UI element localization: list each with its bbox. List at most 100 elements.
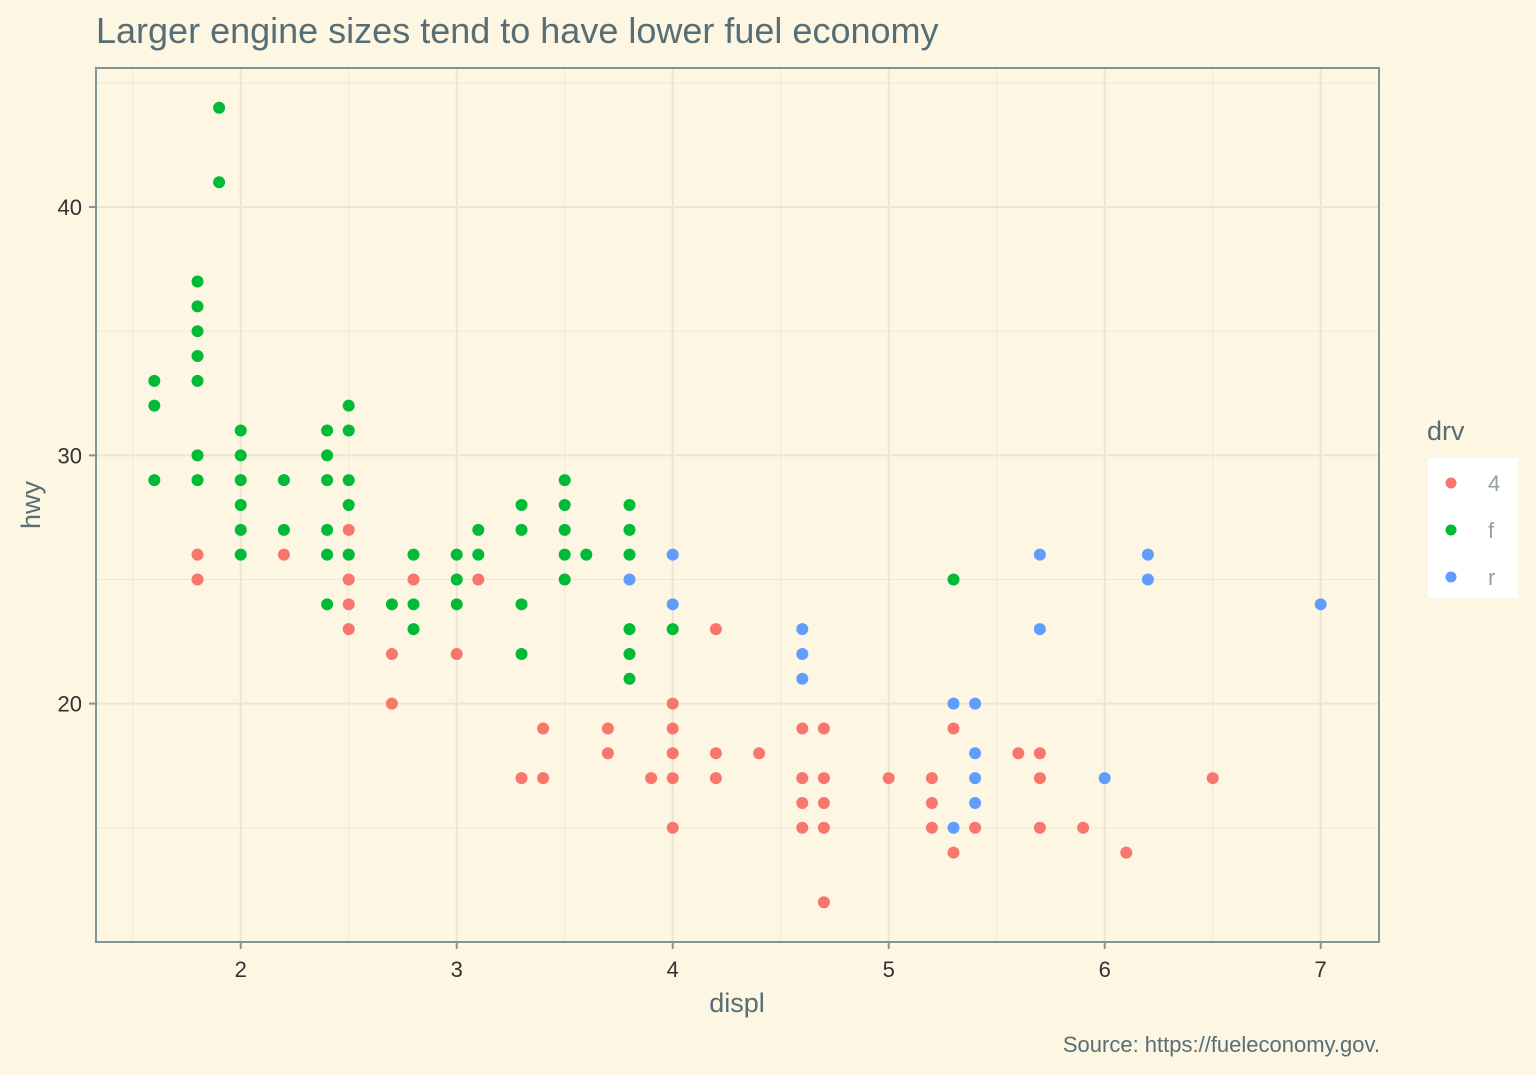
legend-key-r [1445, 571, 1457, 583]
data-point-f [623, 672, 636, 685]
data-point-f [321, 523, 334, 536]
data-point-r [947, 697, 960, 710]
legend-key-box [1428, 458, 1518, 598]
data-point-r [666, 598, 679, 611]
data-point-f [385, 598, 398, 611]
data-point-r [623, 573, 636, 586]
chart-caption: Source: https://fueleconomy.gov. [1062, 1032, 1380, 1057]
data-point-4 [342, 523, 355, 536]
data-point-f [321, 474, 334, 487]
data-point-4 [796, 722, 809, 735]
data-point-f [558, 499, 571, 511]
data-point-f [515, 523, 528, 536]
data-point-f [342, 548, 355, 561]
data-point-r [1098, 772, 1111, 785]
data-point-f [558, 523, 571, 536]
data-point-f [558, 573, 571, 586]
data-point-r [969, 772, 982, 785]
data-point-4 [407, 573, 420, 586]
data-point-f [472, 548, 485, 561]
data-point-4 [817, 896, 830, 909]
legend-key-4 [1445, 477, 1457, 489]
data-point-f [234, 523, 247, 536]
legend-label-r: r [1488, 565, 1495, 590]
data-point-f [623, 623, 636, 636]
data-point-f [321, 598, 334, 611]
data-point-4 [191, 573, 204, 586]
data-point-4 [515, 772, 528, 785]
data-point-4 [342, 598, 355, 611]
data-point-f [580, 548, 593, 561]
data-point-f [407, 623, 420, 636]
y-axis-label: hwy [16, 480, 46, 529]
data-point-f [407, 598, 420, 611]
data-point-4 [1033, 747, 1046, 760]
data-point-f [191, 474, 204, 487]
data-point-f [234, 548, 247, 561]
data-point-4 [882, 772, 895, 785]
data-point-f [623, 647, 636, 660]
data-point-4 [666, 722, 679, 735]
data-point-4 [537, 772, 550, 785]
data-point-4 [796, 772, 809, 785]
data-point-4 [472, 573, 485, 586]
data-point-f [234, 449, 247, 462]
data-point-f [342, 424, 355, 437]
x-tick-label: 7 [1315, 957, 1327, 982]
data-point-f [148, 399, 161, 412]
data-point-f [623, 548, 636, 561]
data-point-f [213, 101, 226, 114]
data-point-4 [925, 796, 938, 809]
data-point-4 [277, 548, 290, 561]
data-point-4 [709, 747, 722, 760]
data-point-f [450, 573, 463, 586]
x-tick-label: 6 [1099, 957, 1111, 982]
x-tick-label: 3 [451, 957, 463, 982]
data-point-4 [753, 747, 766, 760]
data-point-4 [191, 548, 204, 561]
data-points [148, 101, 1327, 909]
x-tick-label: 4 [667, 957, 679, 982]
data-point-4 [925, 772, 938, 785]
data-point-4 [1120, 846, 1133, 859]
legend-key-f [1445, 524, 1457, 536]
data-point-r [1033, 548, 1046, 561]
data-point-4 [947, 722, 960, 735]
legend: drv 4 fr [1427, 416, 1518, 598]
data-point-f [213, 176, 226, 189]
data-point-r [969, 747, 982, 760]
data-point-4 [817, 796, 830, 809]
data-point-r [969, 697, 982, 710]
data-point-r [1314, 598, 1327, 611]
data-point-r [947, 821, 960, 834]
data-point-f [515, 647, 528, 660]
data-point-4 [450, 647, 463, 660]
data-point-4 [709, 772, 722, 785]
data-point-f [321, 449, 334, 462]
data-point-r [666, 548, 679, 561]
data-point-f [234, 424, 247, 437]
data-point-4 [1077, 821, 1090, 834]
data-point-4 [817, 722, 830, 735]
y-tick-label: 20 [58, 692, 82, 717]
data-point-4 [342, 573, 355, 586]
data-point-r [796, 623, 809, 636]
data-point-f [148, 374, 161, 387]
data-point-f [342, 399, 355, 412]
data-point-f [666, 623, 679, 636]
data-point-f [558, 474, 571, 487]
data-point-f [515, 598, 528, 611]
data-point-f [342, 499, 355, 511]
data-point-4 [817, 821, 830, 834]
data-point-r [1141, 573, 1154, 586]
y-axis: 20 30 40 [58, 195, 96, 717]
data-point-4 [817, 772, 830, 785]
data-point-4 [666, 772, 679, 785]
data-point-f [947, 573, 960, 586]
data-point-4 [1012, 747, 1025, 760]
legend-title: drv [1427, 416, 1465, 446]
data-point-f [321, 548, 334, 561]
legend-label-f: f [1488, 518, 1495, 543]
data-point-f [191, 300, 204, 313]
